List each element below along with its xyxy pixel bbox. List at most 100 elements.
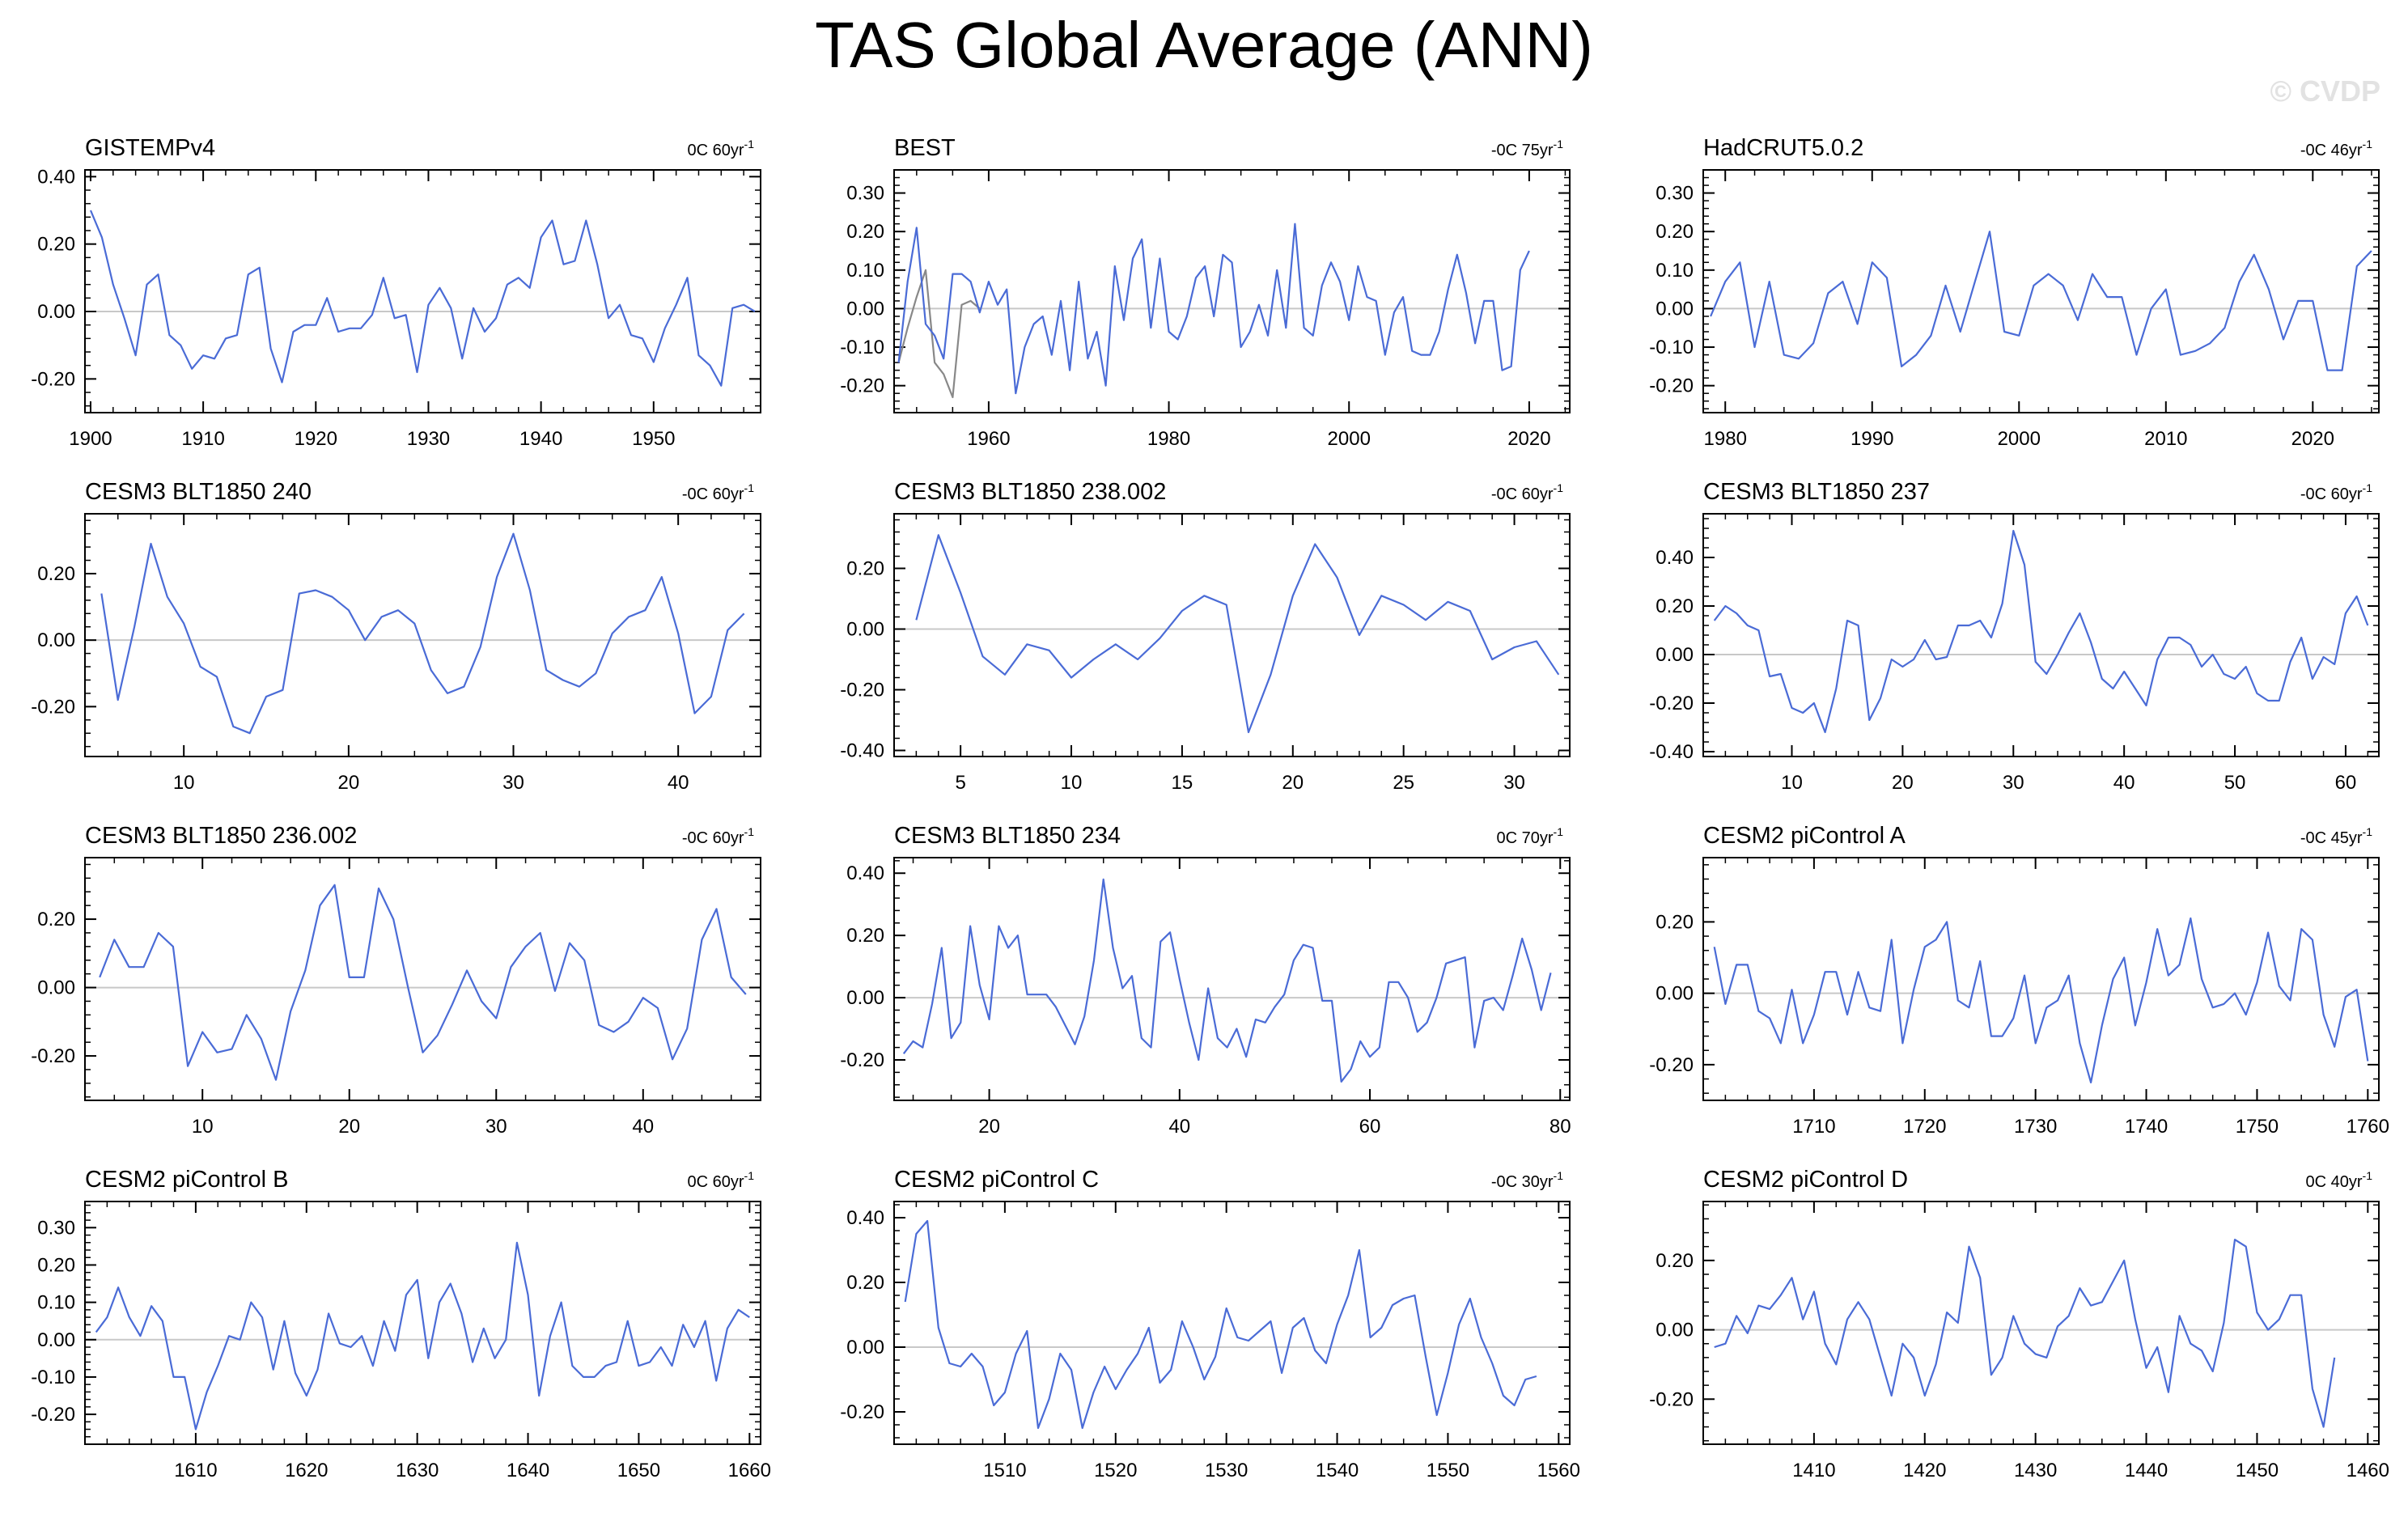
y-tick-label: 0.00: [37, 977, 75, 999]
x-tick-label: 2020: [2291, 428, 2334, 450]
plot-frame: [893, 857, 1571, 1101]
y-tick-label: 0.00: [1656, 298, 1694, 320]
y-tick-label: -0.20: [31, 696, 75, 718]
series-line: [1713, 529, 2369, 734]
x-tick-label: 1550: [1427, 1460, 1469, 1481]
y-tick-label: 0.00: [846, 987, 884, 1009]
series-line: [1713, 917, 2369, 1084]
y-tick-label: 0.20: [846, 558, 884, 580]
y-tick-label: 0.10: [846, 260, 884, 282]
trend-label: -0C 60yr-1: [1491, 481, 1563, 503]
x-tick-label: 1530: [1205, 1460, 1248, 1481]
trend-exponent: -1: [2363, 481, 2373, 494]
y-tick-label: -0.20: [840, 1401, 884, 1423]
x-tick-label: 30: [1503, 772, 1525, 794]
chart-panel: -0.40 -0.20 0.00 0.20 5 10 15 20 25 30 CESM3 BLT18…: [840, 479, 1571, 794]
y-tick-label: 0.00: [846, 298, 884, 320]
plot-frame: [84, 857, 761, 1101]
x-tick-label: 10: [1061, 772, 1083, 794]
y-tick-label: -0.20: [840, 1049, 884, 1071]
plot-frame: [84, 1201, 761, 1445]
y-tick-label: 0.00: [846, 1337, 884, 1358]
chart-panel: -0.20 -0.10 0.00 0.10 0.20 0.30 1610 1620 1630 16…: [31, 1167, 771, 1481]
panel-title: CESM2 piControl B: [85, 1167, 288, 1193]
panel-title: CESM3 BLT1850 234: [894, 823, 1121, 849]
chart-panel: -0.40 -0.20 0.00 0.20 0.40 10 20 30 40 50 60 CESM3 …: [1649, 479, 2380, 794]
x-tick-label: 1410: [1792, 1460, 1835, 1481]
trend-exponent: -1: [1554, 138, 1564, 150]
x-tick-label: 30: [502, 772, 524, 794]
trend-exponent: -1: [744, 825, 755, 838]
y-tick-label: -0.20: [840, 375, 884, 397]
trend-label: 0C 70yr-1: [1497, 825, 1564, 847]
y-tick-label: 0.40: [846, 862, 884, 884]
trend-exponent: -1: [744, 1169, 755, 1182]
x-tick-label: 1430: [2014, 1460, 2057, 1481]
y-tick-label: -0.20: [1649, 693, 1694, 714]
trend-label: -0C 30yr-1: [1491, 1169, 1563, 1191]
y-tick-label: 0.30: [846, 183, 884, 205]
x-tick-label: 1720: [1903, 1116, 1946, 1138]
plot-frame: [893, 1201, 1571, 1445]
y-tick-label: 0.40: [1656, 547, 1694, 569]
x-tick-label: 15: [1172, 772, 1193, 794]
y-tick-label: 0.40: [37, 166, 75, 188]
panel-title: CESM3 BLT1850 236.002: [85, 823, 357, 849]
y-tick-label: 0.20: [846, 925, 884, 947]
x-tick-label: 1560: [1537, 1460, 1580, 1481]
y-tick-label: 0.20: [37, 563, 75, 585]
y-tick-label: 0.00: [1656, 983, 1694, 1005]
series-line: [904, 1219, 1537, 1430]
x-tick-label: 1420: [1903, 1460, 1946, 1481]
panel-title: HadCRUT5.0.2: [1703, 135, 1863, 161]
series-line: [89, 210, 756, 387]
trend-label: -0C 60yr-1: [682, 825, 754, 847]
y-tick-label: -0.20: [31, 368, 75, 390]
y-tick-label: 0.00: [37, 629, 75, 651]
trend-exponent: -1: [2363, 825, 2373, 838]
y-tick-label: -0.10: [1649, 337, 1694, 358]
x-tick-label: 1510: [983, 1460, 1026, 1481]
panel-title: CESM2 piControl C: [894, 1167, 1099, 1193]
x-tick-label: 2020: [1507, 428, 1550, 450]
y-tick-label: 0.10: [1656, 260, 1694, 282]
x-tick-label: 60: [1359, 1116, 1381, 1138]
trend-exponent: -1: [2363, 1169, 2373, 1182]
x-tick-label: 1980: [1147, 428, 1190, 450]
x-tick-label: 1950: [632, 428, 675, 450]
series-line: [95, 1241, 750, 1430]
x-tick-label: 1940: [519, 428, 562, 450]
trend-label: 0C 60yr-1: [688, 138, 755, 159]
x-tick-label: 1520: [1094, 1460, 1137, 1481]
plot-frame: [893, 513, 1571, 757]
x-tick-label: 50: [2224, 772, 2246, 794]
x-tick-label: 30: [485, 1116, 507, 1138]
x-tick-label: 1630: [396, 1460, 439, 1481]
x-tick-label: 2010: [2144, 428, 2187, 450]
x-tick-label: 10: [192, 1116, 214, 1138]
x-tick-label: 1760: [2347, 1116, 2389, 1138]
series-line: [915, 534, 1560, 734]
y-tick-label: -0.20: [1649, 1054, 1694, 1076]
x-tick-label: 1710: [1792, 1116, 1835, 1138]
x-tick-label: 40: [1168, 1116, 1190, 1138]
y-tick-label: -0.20: [1649, 1388, 1694, 1410]
chart-panel: -0.20 0.00 0.20 10 20 30 40 CESM3 BLT1850 236.0…: [31, 823, 761, 1138]
y-tick-label: 0.00: [846, 619, 884, 641]
trend-label: -0C 46yr-1: [2300, 138, 2372, 159]
x-tick-label: 5: [955, 772, 965, 794]
series-line: [99, 884, 747, 1081]
trend-exponent: -1: [744, 481, 755, 494]
panel-title: CESM3 BLT1850 240: [85, 479, 312, 505]
series-line: [100, 532, 745, 735]
y-tick-label: -0.40: [840, 740, 884, 762]
y-tick-label: 0.20: [1656, 221, 1694, 243]
x-tick-label: 1620: [285, 1460, 328, 1481]
y-tick-label: 0.20: [1656, 1250, 1694, 1272]
chart-panel: -0.20 0.00 0.20 1410 1420 1430 1440 1450 1460 CES…: [1649, 1167, 2389, 1481]
chart-panel: -0.20 0.00 0.20 0.40 20 40 60 80 CESM3 BLT1850 2…: [840, 823, 1571, 1138]
x-tick-label: 1990: [1851, 428, 1893, 450]
y-tick-label: 0.20: [37, 909, 75, 930]
trend-label: -0C 60yr-1: [682, 481, 754, 503]
x-tick-label: 20: [978, 1116, 1000, 1138]
